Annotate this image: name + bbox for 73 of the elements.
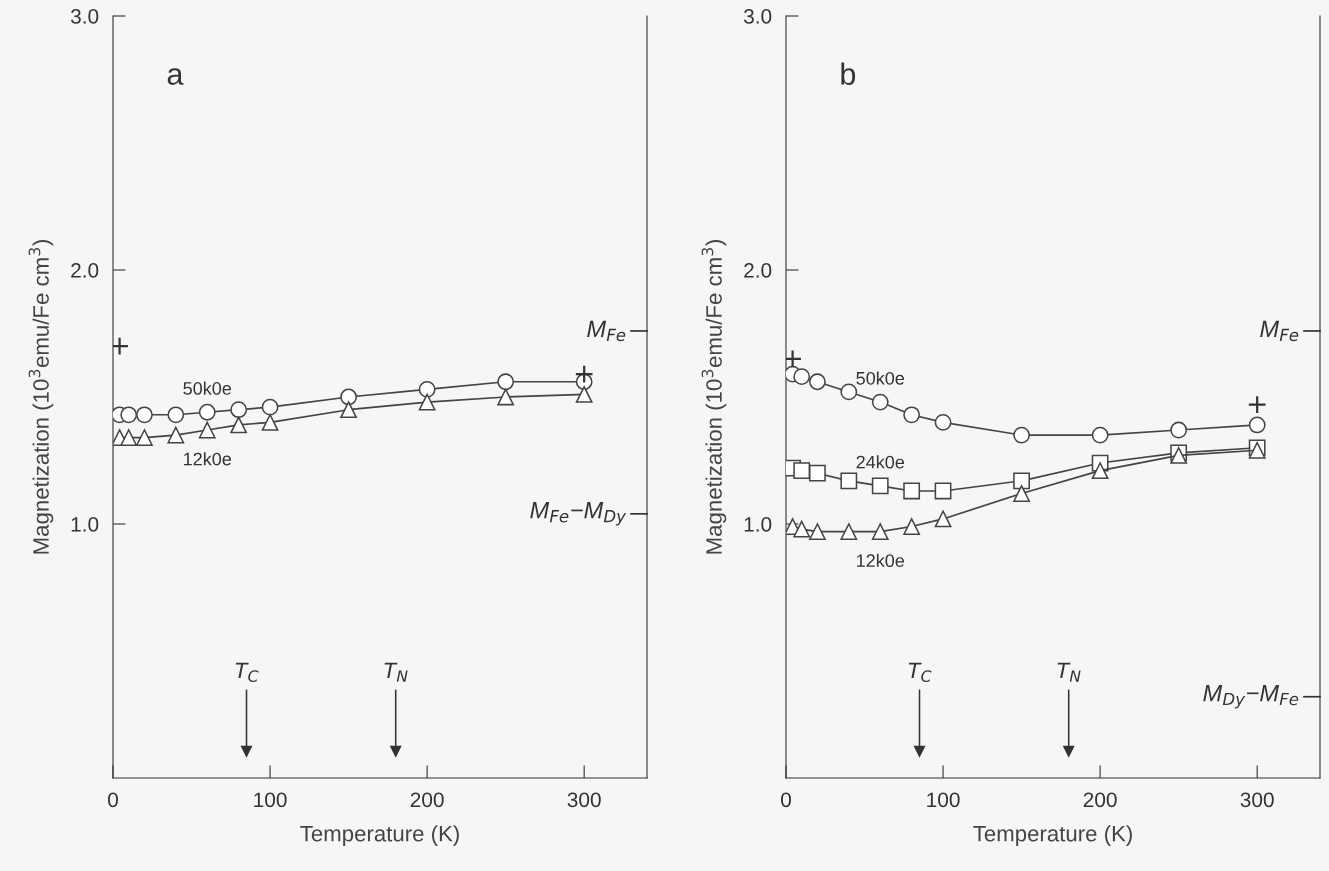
- point: [113, 336, 130, 356]
- y-tick-label: 3.0: [743, 9, 772, 24]
- point: [1013, 426, 1030, 444]
- point: [1091, 462, 1109, 480]
- point: [1170, 421, 1188, 439]
- point: [497, 373, 515, 391]
- y-tick-label: 1.0: [71, 517, 99, 532]
- point: [840, 472, 858, 490]
- y-tick-label: 1.0: [744, 517, 772, 532]
- point: [167, 426, 185, 444]
- point: [934, 482, 952, 500]
- series-label: 12k0e: [184, 452, 232, 466]
- point: [793, 368, 811, 386]
- ref-line-label: M$_{Fe}$: [1260, 320, 1299, 342]
- text: b: [841, 62, 856, 85]
- ref-line-label: M$_{Fe}$: [587, 320, 626, 342]
- ref-line-label: T$_{N}$: [384, 662, 408, 682]
- point: [934, 510, 952, 528]
- point: [497, 388, 515, 406]
- point: [903, 518, 921, 535]
- y-axis-title: Magnetization (10$^{3}$emu/Fe cm$^{3}$): [701, 240, 727, 554]
- point: [840, 383, 858, 401]
- x-axis-title: Temperature (K): [973, 825, 1132, 846]
- point: [1247, 395, 1267, 415]
- point: [903, 406, 921, 424]
- point: [418, 380, 436, 398]
- point: [198, 403, 216, 421]
- point: [418, 393, 436, 411]
- point: [198, 421, 216, 439]
- point: [871, 477, 889, 495]
- x-tick-label: 200: [1083, 792, 1117, 808]
- point: [575, 386, 593, 403]
- point: [793, 462, 811, 480]
- point: [934, 413, 952, 431]
- y-axis-title: Magnetization (10$^{3}$emu/Fe cm$^{3}$): [28, 240, 54, 554]
- point: [167, 406, 185, 424]
- point: [261, 398, 279, 416]
- point: [871, 393, 889, 411]
- series-label: 50k0e: [183, 381, 232, 395]
- ref-line-label: T$_{N}$: [1057, 662, 1081, 682]
- ref-line-label: M$_{Fe}$−M$_{Dy}$: [530, 502, 627, 526]
- y-tick-label: 2.0: [71, 263, 99, 278]
- series-label: 24k0e: [856, 455, 905, 469]
- point: [1091, 426, 1109, 444]
- ref-line-label: T$_{C}$: [908, 662, 932, 682]
- x-tick-label: 0: [108, 792, 118, 808]
- x-tick-label: 200: [410, 792, 444, 808]
- series-label: 50k0e: [856, 371, 905, 385]
- point: [136, 406, 153, 424]
- point: [1248, 416, 1266, 434]
- x-tick-label: 300: [1240, 792, 1274, 808]
- x-tick-label: 100: [254, 792, 287, 808]
- point: [809, 373, 826, 391]
- x-tick-label: 100: [927, 792, 960, 808]
- point: [903, 482, 921, 500]
- point: [230, 416, 248, 434]
- point: [574, 364, 594, 384]
- point: [1013, 472, 1030, 490]
- point: [120, 406, 138, 424]
- point: [230, 401, 248, 419]
- x-axis-title: Temperature (K): [300, 825, 459, 846]
- point: [809, 464, 826, 482]
- y-tick-label: 3.0: [70, 9, 99, 24]
- y-tick-label: 2.0: [744, 263, 772, 278]
- point: [340, 388, 357, 406]
- point: [786, 349, 803, 369]
- x-tick-label: 300: [567, 792, 601, 808]
- series-label: 12k0e: [857, 553, 905, 568]
- ref-line-label: T$_{C}$: [235, 662, 259, 682]
- text: a: [167, 68, 184, 85]
- point: [793, 520, 811, 538]
- x-tick-label: 0: [781, 792, 791, 808]
- ref-line-label: M$_{Dy}$−M$_{Fe}$: [1203, 684, 1299, 709]
